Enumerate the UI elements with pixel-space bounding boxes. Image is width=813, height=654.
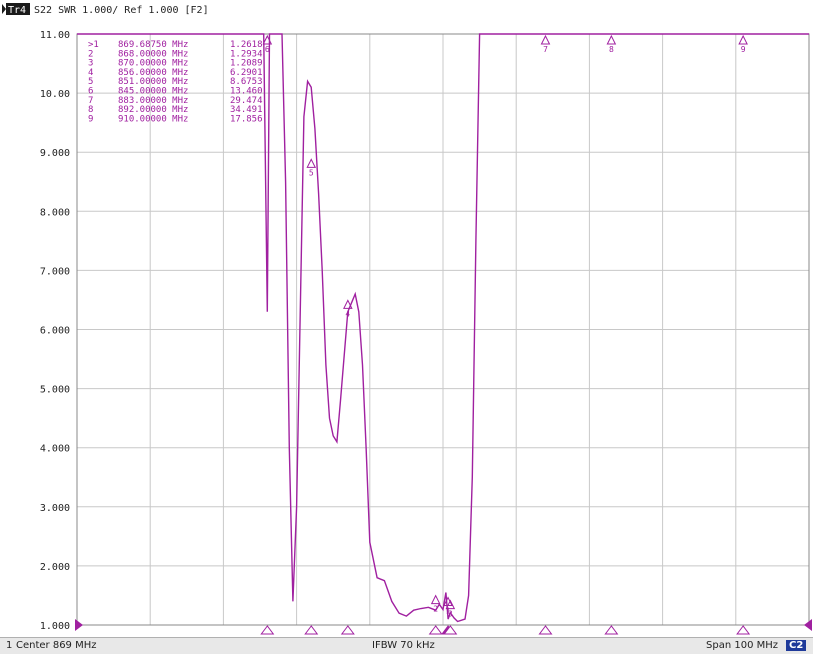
marker-table-label: 4	[88, 68, 93, 78]
marker-table-value: 29.474	[230, 96, 263, 106]
marker-triangle	[430, 594, 441, 605]
marker-table-label: 7	[88, 96, 93, 106]
marker-table-label: 5	[88, 77, 93, 87]
y-axis-ticks: 11.00 10.00 9.000 8.000 7.000 6.000 5.000 4.000…	[40, 30, 70, 632]
marker-table-frequency: 868.00000 MHz	[118, 49, 188, 59]
marker-table-frequency: 883.00000 MHz	[118, 96, 188, 106]
marker-table-value: 34.491	[230, 105, 263, 115]
grid	[77, 34, 809, 625]
channel-number: 1	[6, 640, 13, 651]
y-tick-label: 2.000	[40, 562, 70, 573]
marker-table-frequency: 856.00000 MHz	[118, 68, 188, 78]
marker-triangle	[606, 34, 617, 45]
marker-number: 8	[609, 45, 614, 54]
marker-table-label: 8	[88, 105, 93, 115]
marker-table: >1 869.68750 MHz 1.2618 2 868.00000 MHz 1.293…	[88, 40, 263, 124]
marker-triangle	[738, 34, 748, 45]
channel-badge[interactable]: C2	[786, 640, 807, 651]
marker-table-frequency: 870.00000 MHz	[118, 59, 188, 69]
trace-info: S22 SWR 1.000/ Ref 1.000 [F2]	[34, 5, 209, 16]
marker-table-frequency: 892.00000 MHz	[118, 105, 188, 115]
y-tick-label: 8.000	[40, 207, 70, 218]
marker-triangle	[540, 34, 551, 45]
status-bar: 1 Center 869 MHz IFBW 70 kHz Span 100 MH…	[0, 637, 813, 654]
marker-number: 1	[446, 607, 451, 616]
marker-triangle	[306, 158, 317, 168]
trace-tag-box[interactable]	[6, 3, 30, 15]
bottom-marker-triangle	[340, 625, 355, 635]
y-tick-label: 1.000	[40, 621, 70, 632]
marker-number: 9	[741, 45, 746, 54]
trace-line	[77, 33, 809, 623]
marker-triangle	[445, 599, 456, 610]
marker-table-value: 13.460	[230, 87, 263, 97]
y-tick-label: 11.00	[40, 30, 70, 41]
marker-table-value: 1.2934	[230, 49, 263, 59]
marker-table-value: 1.2089	[230, 59, 263, 69]
y-tick-label: 6.000	[40, 326, 70, 337]
bottom-marker-triangle	[260, 625, 275, 635]
bottom-marker-triangles	[260, 625, 751, 635]
ref-arrow-left-icon	[75, 619, 83, 631]
chart-svg: Tr4 S22 SWR 1.000/ Ref 1.000 [F2] 11.001…	[2, 3, 812, 635]
center-frequency[interactable]: Center 869 MHz	[16, 640, 97, 651]
y-tick-label: 5.000	[40, 385, 70, 396]
marker-table-value: 8.6753	[230, 77, 263, 87]
bottom-marker-triangle	[304, 625, 319, 635]
bottom-marker-triangle	[604, 625, 619, 635]
marker-number: 4	[345, 309, 350, 318]
marker-table-value: 6.2901	[230, 68, 263, 78]
marker-table-frequency: 910.00000 MHz	[118, 114, 188, 124]
marker-table-label: >1	[88, 40, 99, 50]
trace-tag: Tr4	[8, 5, 26, 16]
span-frequency[interactable]: Span 100 MHz	[706, 640, 779, 651]
marker-table-frequency: 869.68750 MHz	[118, 40, 188, 50]
y-tick-label: 9.000	[40, 148, 70, 159]
bottom-marker-triangle	[538, 625, 553, 635]
marker-table-label: 2	[88, 49, 93, 59]
y-tick-label: 3.000	[40, 503, 70, 514]
marker-table-label: 3	[88, 59, 93, 69]
plot-frame	[76, 33, 810, 626]
y-tick-label: 10.00	[40, 89, 70, 100]
y-tick-label: 7.000	[40, 266, 70, 277]
marker-number: 2	[433, 605, 438, 614]
marker-triangle	[262, 34, 273, 45]
marker-table-frequency: 845.00000 MHz	[118, 87, 188, 97]
marker-table-label: 9	[88, 114, 93, 124]
marker-number: 3	[448, 610, 453, 619]
marker-table-frequency: 851.00000 MHz	[118, 77, 188, 87]
bottom-marker-triangle	[736, 625, 751, 635]
ref-arrow-right-icon	[804, 619, 812, 631]
y-tick-label: 4.000	[40, 444, 70, 455]
marker-table-value: 17.856	[230, 114, 263, 124]
marker-number: 6	[265, 45, 270, 54]
trace-markers: 12 3 4 5 6 7 8 9	[262, 34, 748, 619]
ifbw[interactable]: IFBW 70 kHz	[372, 640, 435, 651]
reference-arrows	[75, 619, 812, 631]
marker-number: 7	[543, 45, 548, 54]
marker-triangle	[343, 299, 353, 309]
bottom-marker-triangle	[443, 625, 458, 635]
marker-number: 5	[309, 168, 314, 177]
marker-table-value: 1.2618	[230, 40, 263, 50]
bottom-marker-triangle	[428, 625, 443, 635]
active-trace-icon	[2, 4, 6, 14]
marker-table-label: 6	[88, 87, 93, 97]
